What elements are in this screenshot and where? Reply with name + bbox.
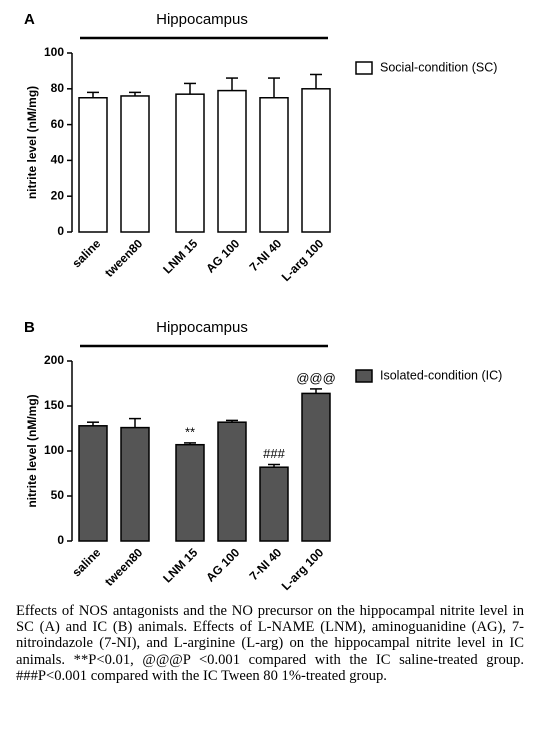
legend-swatch <box>355 61 373 75</box>
x-tick-label: 7-NI 40 <box>247 236 285 274</box>
figure: A Hippocampus nitrite level (nM/mg) 0 20 40 60… <box>24 11 502 593</box>
legend-label: Isolated-condition (IC) <box>380 368 502 382</box>
bar <box>175 93 205 233</box>
x-tick-label: 7-NI 40 <box>247 545 285 583</box>
caption: Effects of NOS antagonists and the NO pr… <box>16 603 524 684</box>
y-tick-label: 20 <box>51 188 65 202</box>
annotation: @@@ <box>296 370 336 385</box>
y-tick-label: 100 <box>44 45 64 59</box>
x-tick-label: AG 100 <box>203 236 242 275</box>
x-tick-label: LNM 15 <box>160 545 200 585</box>
bar <box>217 421 247 542</box>
x-tick-label: L-arg 100 <box>279 236 327 284</box>
bar <box>175 443 205 542</box>
y-tick-label: 80 <box>51 81 65 95</box>
bar <box>301 88 331 233</box>
x-tick-label: tween80 <box>102 545 146 589</box>
y-tick-label: 200 <box>44 353 64 367</box>
x-tick-label: L-arg 100 <box>279 545 327 593</box>
x-tick-label: AG 100 <box>203 545 242 584</box>
bar <box>120 95 150 233</box>
x-tick-label: tween80 <box>102 236 146 280</box>
y-tick-label: 40 <box>51 153 65 167</box>
bar <box>259 466 289 542</box>
bar <box>78 425 108 542</box>
x-tick-label: saline <box>69 236 103 270</box>
panel-label: A <box>24 11 35 28</box>
bar <box>301 392 331 542</box>
bar <box>78 97 108 233</box>
annotation: ** <box>185 424 195 439</box>
panel-label: B <box>24 319 35 336</box>
x-tick-label: LNM 15 <box>160 236 200 276</box>
x-tick-label: saline <box>69 545 103 579</box>
y-tick-label: 0 <box>57 224 64 238</box>
y-axis-label: nitrite level (nM/mg) <box>25 86 39 199</box>
y-tick-label: 0 <box>57 533 64 547</box>
y-tick-label: 50 <box>51 488 65 502</box>
chart-title: Hippocampus <box>156 319 248 336</box>
y-tick-label: 100 <box>44 443 64 457</box>
legend-label: Social-condition (SC) <box>380 60 497 74</box>
chart-title: Hippocampus <box>156 11 248 28</box>
bar <box>259 97 289 233</box>
annotation: ### <box>263 446 285 461</box>
y-axis-label: nitrite level (nM/mg) <box>25 394 39 507</box>
y-tick-label: 150 <box>44 398 64 412</box>
y-tick-label: 60 <box>51 117 65 131</box>
legend-swatch <box>355 369 373 383</box>
bar <box>120 426 150 542</box>
bar <box>217 89 247 233</box>
